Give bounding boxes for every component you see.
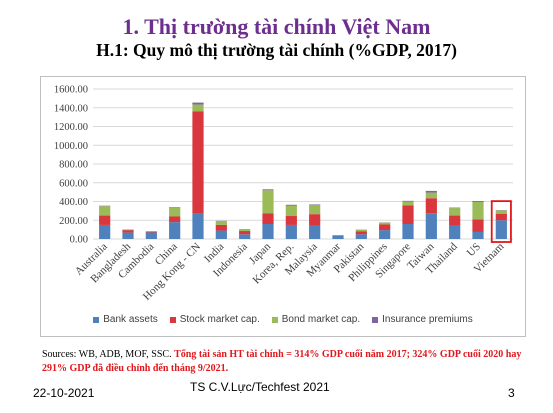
bar-segment <box>192 213 204 239</box>
bar-segment <box>285 204 297 206</box>
bar-segment <box>402 205 414 224</box>
bar-segment <box>239 234 251 239</box>
bar-segment <box>192 102 204 105</box>
bar-segment <box>262 224 274 239</box>
footer-date: 22-10-2021 <box>33 386 95 400</box>
source-prefix: Sources: WB, ADB, MOF, SSC. <box>42 349 175 360</box>
highlight-box <box>490 200 512 243</box>
bar-segment <box>122 230 134 233</box>
bar-segment <box>402 224 414 239</box>
bar-segment <box>99 224 111 239</box>
bar-segment <box>355 234 367 239</box>
bar-segment <box>169 216 181 223</box>
y-tick-label: 0.00 <box>70 235 88 246</box>
legend-label: Stock market cap. <box>179 314 260 325</box>
bar-segment <box>449 208 461 216</box>
legend-swatch <box>169 316 176 323</box>
y-tick-label: 1200.00 <box>54 122 88 133</box>
bar-segment <box>192 111 204 214</box>
bar-segment <box>425 192 437 199</box>
bar-segment <box>425 213 437 239</box>
legend-item: Bond market cap. <box>271 314 361 325</box>
y-tick-label: 1000.00 <box>54 141 88 152</box>
stacked-bar-chart: 0.00 200.00 400.00 600.00 800.00 1000.00 1200.… <box>54 85 513 303</box>
legend-label: Insurance premiums <box>382 314 473 325</box>
bar-segment <box>495 220 507 239</box>
legend-label: Bond market cap. <box>281 314 361 325</box>
bar-segment <box>472 201 484 220</box>
bar-segment <box>215 224 227 231</box>
source-highlight: Tổng tài sản HT tài chính = 314% GDP cuố… <box>42 349 522 374</box>
y-tick-label: 200.00 <box>59 216 88 227</box>
bar-segment <box>472 201 484 202</box>
bar-segment <box>99 206 111 216</box>
bar-segment <box>309 214 321 226</box>
bar-segment <box>449 215 461 226</box>
bar-segment <box>449 225 461 239</box>
bar-segment <box>309 204 321 215</box>
bar-segment <box>239 229 251 232</box>
bar-segment <box>379 222 391 225</box>
legend-item: Bank assets <box>93 314 158 325</box>
bar-segment <box>145 231 157 233</box>
bar-segment <box>262 189 274 191</box>
y-tick-label: 800.00 <box>59 160 88 171</box>
bar-segment <box>402 200 414 202</box>
y-tick-label: 1400.00 <box>54 103 88 114</box>
bar-segment <box>239 231 251 235</box>
legend-swatch <box>271 316 278 323</box>
bar-segment <box>425 190 437 193</box>
legend-label: Bank assets <box>103 314 158 325</box>
bar-segment <box>309 225 321 239</box>
bar-segment <box>495 210 507 214</box>
bar-segment <box>215 230 227 239</box>
chart-subtitle: H.1: Quy mô thị trường tài chính (%GDP, … <box>96 40 457 60</box>
footer-author: TS C.V.Lực/Techfest 2021 <box>190 380 330 394</box>
y-tick-label: 400.00 <box>59 197 88 208</box>
bar-segment <box>472 219 484 232</box>
bar-segment <box>285 224 297 239</box>
legend-item: Stock market cap. <box>169 314 260 325</box>
legend-swatch <box>372 316 379 323</box>
bar-segment <box>495 213 507 221</box>
legend-item: Insurance premiums <box>372 314 473 325</box>
y-tick-label: 600.00 <box>59 178 88 189</box>
bar-segment <box>169 207 181 217</box>
source-note: Sources: WB, ADB, MOF, SSC. Tổng tài sản… <box>42 348 542 376</box>
bar-segment <box>472 231 484 239</box>
bar-segment <box>355 231 367 235</box>
y-tick-label: 1600.00 <box>54 85 88 96</box>
bar-segment <box>192 104 204 112</box>
bar-segment <box>262 190 274 214</box>
bar-segment <box>379 230 391 239</box>
bar-segment <box>99 215 111 225</box>
page-number: 3 <box>508 386 515 400</box>
chart-container: 0.00 200.00 400.00 600.00 800.00 1000.00 1200.… <box>40 76 526 337</box>
bar-segment <box>355 229 367 232</box>
bar-segment <box>285 216 297 225</box>
bar-segment <box>215 221 227 225</box>
bar-segment <box>169 222 181 239</box>
bar-segment <box>285 205 297 217</box>
bar-segment <box>262 213 274 224</box>
slide-title: 1. Thị trường tài chính Việt Nam <box>122 14 431 39</box>
bar-segment <box>122 232 134 239</box>
x-tick-label: US <box>465 241 483 259</box>
chart-legend: Bank assets Stock market cap. Bond market … <box>40 314 526 325</box>
bar-segment <box>145 232 157 239</box>
bar-segment <box>402 201 414 206</box>
bar-segment <box>332 235 344 239</box>
bar-segment <box>425 198 437 214</box>
legend-swatch <box>93 316 100 323</box>
bar-segment <box>379 224 391 231</box>
